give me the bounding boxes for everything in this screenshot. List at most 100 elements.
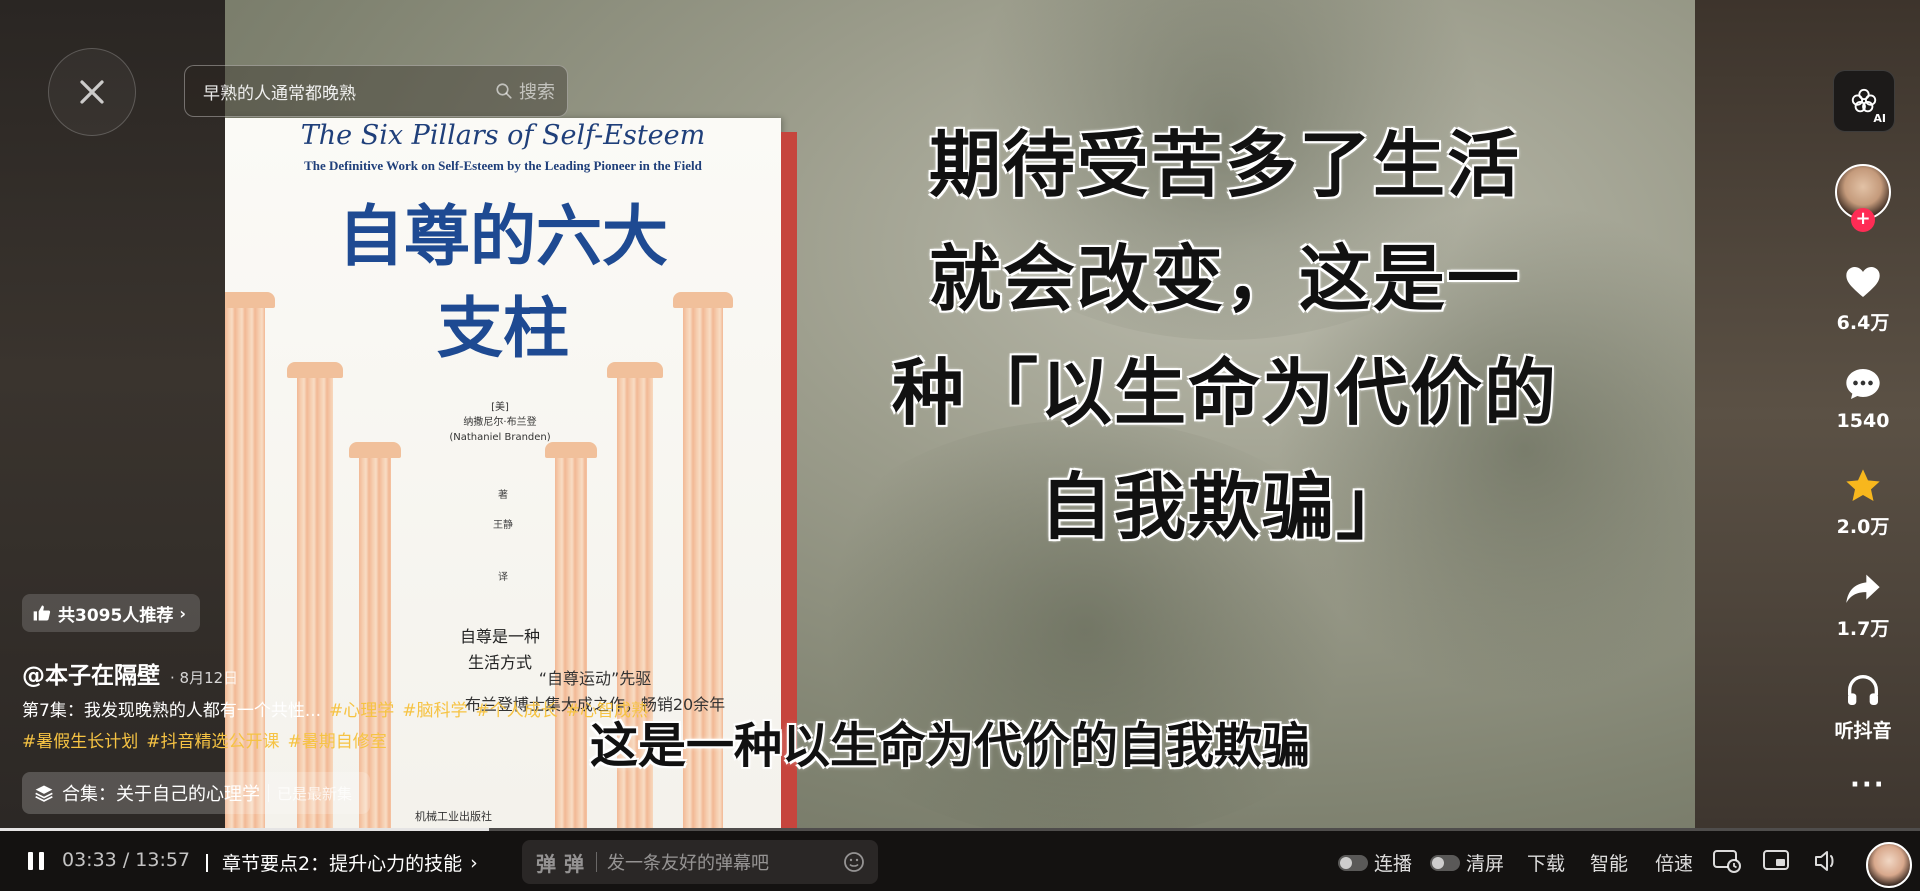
- book-spine: [781, 132, 797, 828]
- danmaku-placeholder[interactable]: 发一条友好的弹幕吧: [607, 853, 769, 874]
- volume-icon[interactable]: [1812, 847, 1842, 875]
- pillar-graphic: [673, 292, 733, 828]
- book-en-title: The Six Pillars of Self-Esteem: [300, 120, 706, 151]
- divider: [206, 853, 208, 872]
- close-icon: [80, 80, 104, 104]
- search-button-label: 搜索: [519, 82, 555, 103]
- hashtag[interactable]: #个人成长: [475, 701, 558, 721]
- hashtag[interactable]: #暑期自修室: [287, 732, 387, 752]
- ai-assistant-button[interactable]: AI: [1833, 70, 1895, 132]
- share-count: 1.7万: [1836, 618, 1890, 640]
- progress-bar[interactable]: [0, 828, 1920, 831]
- autoplay-toggle[interactable]: 连播: [1338, 849, 1412, 876]
- total-time: 13:57: [135, 849, 191, 871]
- recommend-count: 共3095人推荐: [58, 605, 174, 626]
- headphones-icon: [1848, 674, 1878, 705]
- book-cn-title: 自尊的六大 支柱: [225, 190, 781, 374]
- comment-count: 1540: [1836, 410, 1890, 432]
- recommend-pill[interactable]: 共3095人推荐 ›: [22, 594, 200, 632]
- search-box[interactable]: 早熟的人通常都晚熟 搜索: [184, 65, 568, 117]
- listen-button[interactable]: 听抖音: [1813, 670, 1913, 743]
- comment-icon: [1846, 369, 1880, 399]
- book-cover: The Six Pillars of Self-Esteem The Defin…: [225, 118, 781, 828]
- follow-button[interactable]: +: [1851, 208, 1875, 232]
- comment-button[interactable]: 1540: [1813, 364, 1913, 432]
- user-avatar[interactable]: [1866, 842, 1912, 888]
- divider: [268, 784, 269, 802]
- playback-time: 03:33 / 13:57: [62, 849, 190, 871]
- favorite-button[interactable]: 2.0万: [1813, 466, 1913, 539]
- close-button[interactable]: [48, 48, 136, 136]
- left-blur-background: [0, 0, 225, 828]
- playback-speed-button[interactable]: 倍速: [1655, 853, 1694, 875]
- toggle-switch[interactable]: [1430, 854, 1460, 871]
- book-translator-role: 译: [498, 572, 508, 583]
- chevron-right-icon: ›: [470, 851, 478, 874]
- book-en-subtitle: The Definitive Work on Self-Esteem by th…: [304, 158, 702, 173]
- search-input[interactable]: 早熟的人通常都晚熟: [203, 83, 356, 104]
- favorite-count: 2.0万: [1836, 516, 1890, 538]
- collection-bar[interactable]: 合集：关于自己的心理学 已是最新集: [22, 772, 371, 814]
- hashtag[interactable]: #脑科学: [402, 701, 468, 721]
- chapter-label: 章节要点2：提升心力的技能: [222, 853, 463, 875]
- hashtag[interactable]: #心智成熟: [565, 701, 649, 721]
- book-translator: 王静: [493, 520, 513, 531]
- pause-icon[interactable]: [24, 849, 48, 873]
- video-description: 第7集：我发现晚熟的人都有一个共性... #心理学 #脑科学 #个人成长 #心智成熟 #暑…: [22, 696, 722, 758]
- clear-screen-toggle[interactable]: 清屏: [1430, 849, 1504, 876]
- chevron-right-icon: ›: [179, 603, 186, 623]
- hashtag[interactable]: #心理学: [329, 701, 395, 721]
- listen-label: 听抖音: [1834, 720, 1892, 742]
- current-time: 03:33: [62, 849, 117, 871]
- layers-icon: [35, 785, 53, 802]
- share-button[interactable]: 1.7万: [1813, 568, 1913, 641]
- book-publisher: 机械工业出版社: [415, 810, 492, 823]
- author-line: @本子在隔壁 · 8月12日: [22, 656, 238, 690]
- pillar-graphic: [545, 442, 597, 828]
- danmaku-toggle-icon[interactable]: 弹: [536, 851, 556, 876]
- danmaku-settings-icon[interactable]: 弹: [564, 851, 584, 876]
- background-foliage: [785, 420, 1385, 828]
- pillar-graphic: [287, 362, 343, 828]
- clear-screen-label: 清屏: [1466, 853, 1505, 875]
- download-button[interactable]: 下载: [1527, 853, 1566, 875]
- smart-quality-button[interactable]: 智能: [1590, 853, 1629, 875]
- hashtag[interactable]: #抖音精选公开课: [146, 732, 280, 752]
- autoplay-label: 连播: [1374, 853, 1413, 875]
- more-options-icon[interactable]: ···: [1850, 770, 1886, 800]
- danmaku-input[interactable]: 弹 弹 发一条友好的弹幕吧: [522, 840, 878, 884]
- ai-label: AI: [1873, 112, 1886, 125]
- share-arrow-icon: [1846, 574, 1880, 603]
- collection-status: 已是最新集: [277, 784, 353, 803]
- chapter-button[interactable]: 章节要点2：提升心力的技能 ›: [206, 849, 478, 876]
- emoji-icon[interactable]: [842, 850, 866, 874]
- picture-in-picture-icon[interactable]: [1712, 847, 1742, 875]
- progress-fill: [0, 828, 489, 831]
- video-player[interactable]: The Six Pillars of Self-Esteem The Defin…: [225, 0, 1695, 828]
- divider: [596, 852, 597, 872]
- mini-window-icon[interactable]: [1762, 847, 1792, 875]
- thumbs-up-icon: [33, 605, 51, 621]
- heart-icon: [1846, 267, 1880, 297]
- author-avatar[interactable]: [1835, 164, 1891, 220]
- book-cn-title-line1: 自尊的六大: [338, 197, 668, 275]
- right-blur-background: [1695, 0, 1920, 828]
- post-date: · 8月12日: [170, 669, 239, 687]
- time-separator: /: [122, 849, 130, 871]
- toggle-switch[interactable]: [1338, 854, 1368, 871]
- hashtag[interactable]: #暑假生长计划: [22, 732, 139, 752]
- collection-label: 合集：关于自己的心理学: [62, 784, 260, 805]
- like-button[interactable]: 6.4万: [1813, 262, 1913, 335]
- video-subtitle: 这是一种以生命为代价的自我欺骗: [589, 718, 1310, 774]
- book-description: “自尊运动”先驱 布兰登博士集大成之作，畅销20余年: [464, 669, 726, 714]
- ai-flower-icon: [1851, 88, 1877, 113]
- overlay-quote: 期待受苦多了生活 就会改变，这是一 种「以生命为代价的 自我欺骗」: [891, 123, 1558, 549]
- search-button[interactable]: 搜索: [495, 78, 567, 104]
- pillar-graphic: [349, 442, 401, 828]
- description-text: 第7集：我发现晚熟的人都有一个共性...: [22, 701, 322, 721]
- author-name[interactable]: @本子在隔壁: [22, 663, 160, 689]
- pillar-graphic: [607, 362, 663, 828]
- book-author: [美] 纳撒尼尔·布兰登 (Nathaniel Branden): [449, 402, 551, 443]
- search-icon: [496, 83, 512, 99]
- player-controls: 03:33 / 13:57 章节要点2：提升心力的技能 › 弹 弹 发一条友好的…: [0, 831, 1920, 891]
